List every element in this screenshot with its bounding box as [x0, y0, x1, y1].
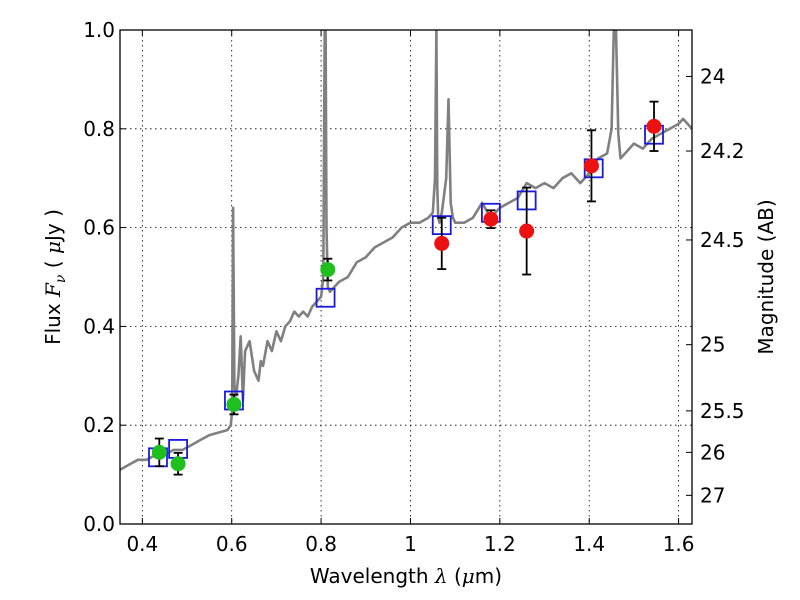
- model-box-3: [315, 287, 336, 308]
- x-tick-label-2: 0.8: [305, 532, 337, 556]
- y2-tick-label-5: 26: [700, 440, 725, 464]
- y-tick-label-3: 0.6: [83, 216, 115, 240]
- x-axis-label: Wavelength λ (μm): [310, 564, 502, 588]
- plot-area: [120, 30, 692, 476]
- x-tick-label-3: 1: [404, 532, 417, 556]
- y-tick-label-5: 1.0: [83, 18, 115, 42]
- y2-tick-label-2: 24.5: [700, 228, 745, 252]
- y2-tick-label-3: 25: [700, 333, 725, 357]
- y2-axis-label: Magnitude (AB): [754, 199, 778, 354]
- y-tick-label-0: 0.0: [83, 512, 115, 536]
- axis-ticks: 0.4 0.6 0.8 1 1.2 1.4 1.6 0.0 0.2 0.4 0.6 0.8 1.0 24 2…: [83, 18, 744, 556]
- x-tick-label-5: 1.4: [573, 532, 605, 556]
- spectrum-line: [120, 30, 692, 471]
- x-tick-label-1: 0.6: [216, 532, 248, 556]
- optical-point-1: [170, 456, 186, 472]
- nir-point-0: [434, 235, 450, 251]
- x-tick-label-0: 0.4: [126, 532, 158, 556]
- y2-tick-label-1: 24.2: [700, 139, 745, 163]
- optical-point-0: [151, 444, 167, 460]
- plot-frame: [119, 29, 693, 525]
- nir-point-2: [519, 223, 535, 239]
- y-tick-label-1: 0.2: [83, 413, 115, 437]
- y-tick-label-4: 0.8: [83, 117, 115, 141]
- nir-point-3: [583, 158, 599, 174]
- y-tick-label-2: 0.4: [83, 314, 115, 338]
- optical-point-3: [320, 262, 336, 278]
- y2-tick-label-4: 25.5: [700, 399, 745, 423]
- nir-point-4: [646, 118, 662, 134]
- nir-point-1: [483, 211, 499, 227]
- x-tick-label-4: 1.2: [484, 532, 516, 556]
- optical-point-2: [226, 396, 242, 412]
- y2-tick-label-6: 27: [700, 483, 725, 507]
- grid-lines: [120, 29, 692, 525]
- y2-tick-label-0: 24: [700, 64, 725, 88]
- x-tick-label-6: 1.6: [663, 532, 695, 556]
- y-axis-label: Flux Fν ( μJy ): [41, 209, 69, 345]
